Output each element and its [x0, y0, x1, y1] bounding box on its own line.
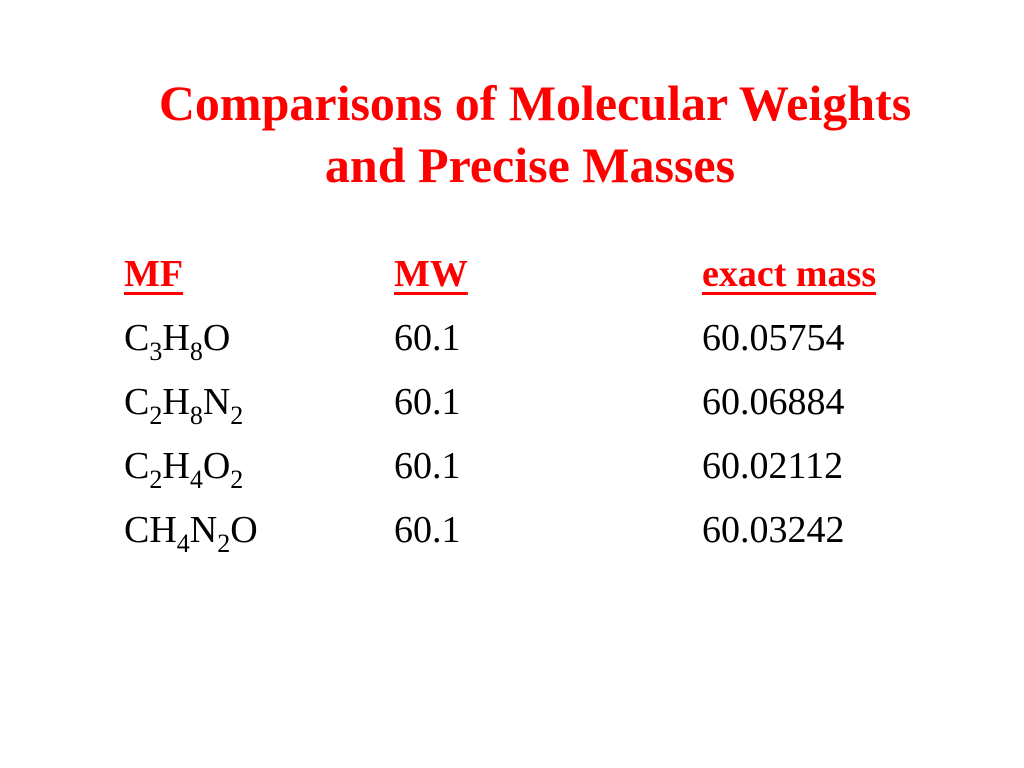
formula-cell: C2H4O2	[124, 444, 243, 493]
formula-subscript: 4	[176, 529, 190, 558]
header-exact-mass: exact mass	[702, 253, 877, 295]
formula-cell: C2H8N2	[124, 380, 243, 429]
formula-element: CH	[124, 509, 177, 551]
exact-mass-cell: 60.02112	[702, 445, 844, 487]
exact-mass-cell: 60.03242	[702, 509, 845, 551]
mw-cell: 60.1	[394, 317, 461, 359]
formula-element: C	[124, 381, 150, 423]
title-line-2: and Precise Masses	[324, 137, 736, 193]
slide-title: Comparisons of Molecular Weights and Pre…	[0, 72, 1024, 196]
formula-subscript: 4	[189, 465, 203, 494]
formula-subscript: 3	[149, 337, 163, 366]
formula-element: O	[202, 445, 231, 487]
formula-element: C	[124, 317, 150, 359]
formula-subscript: 8	[189, 337, 203, 366]
exact-mass-cell: 60.05754	[702, 317, 845, 359]
formula-subscript: 2	[149, 401, 163, 430]
mw-cell: 60.1	[394, 509, 461, 551]
formula-element: O	[230, 509, 258, 551]
exact-mass-cell: 60.06884	[702, 381, 845, 423]
formula-subscript: 2	[217, 529, 231, 558]
formula-element: N	[189, 509, 218, 551]
formula-element: H	[162, 381, 190, 423]
formula-element: C	[124, 445, 150, 487]
formula-element: N	[202, 381, 231, 423]
header-mf: MF	[124, 253, 184, 295]
formula-element: H	[162, 317, 190, 359]
formula-cell: C3H8O	[124, 316, 231, 365]
formula-subscript: 2	[230, 401, 244, 430]
formula-subscript: 2	[230, 465, 244, 494]
formula-element: H	[162, 445, 190, 487]
formula-subscript: 8	[189, 401, 203, 430]
formula-subscript: 2	[149, 465, 163, 494]
formula-element: O	[202, 317, 231, 359]
formula-cell: CH4N2O	[124, 508, 258, 557]
mw-cell: 60.1	[394, 445, 461, 487]
header-mw: MW	[394, 253, 468, 295]
title-line-1: Comparisons of Molecular Weights	[158, 75, 912, 131]
mw-cell: 60.1	[394, 381, 461, 423]
